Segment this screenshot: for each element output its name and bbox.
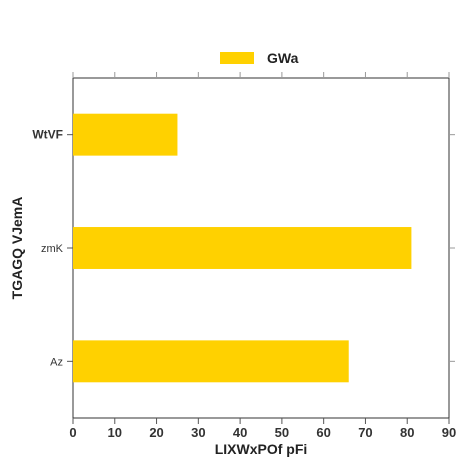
legend: GWa — [220, 50, 299, 66]
bar-WtVF — [73, 113, 178, 156]
x-tick-label: 20 — [149, 425, 163, 440]
x-tick-label: 40 — [233, 425, 247, 440]
x-tick-label: 10 — [108, 425, 122, 440]
y-tick-label: WtVF — [32, 128, 63, 142]
x-tick-label: 50 — [275, 425, 289, 440]
legend-label: GWa — [267, 50, 299, 66]
x-tick-label: 0 — [69, 425, 76, 440]
y-tick-label: zmK — [41, 243, 64, 255]
x-tick-label: 70 — [358, 425, 372, 440]
x-tick-label: 80 — [400, 425, 414, 440]
y-tick-label: Az — [50, 356, 63, 368]
bars — [73, 113, 412, 383]
y-axis-ticks: Az zmK WtVF — [32, 128, 455, 368]
x-tick-label: 30 — [191, 425, 205, 440]
x-tick-label: 90 — [442, 425, 456, 440]
legend-swatch — [220, 52, 254, 64]
x-axis-ticks: 0 10 20 30 40 50 60 70 80 90 — [69, 72, 456, 440]
x-tick-label: 60 — [316, 425, 330, 440]
y-axis-title: TGAGQ VJemA — [9, 197, 25, 300]
x-axis-title: LIXWxPOf pFi — [215, 441, 308, 457]
bar-zmK — [73, 227, 412, 269]
bar-Az — [73, 340, 349, 383]
